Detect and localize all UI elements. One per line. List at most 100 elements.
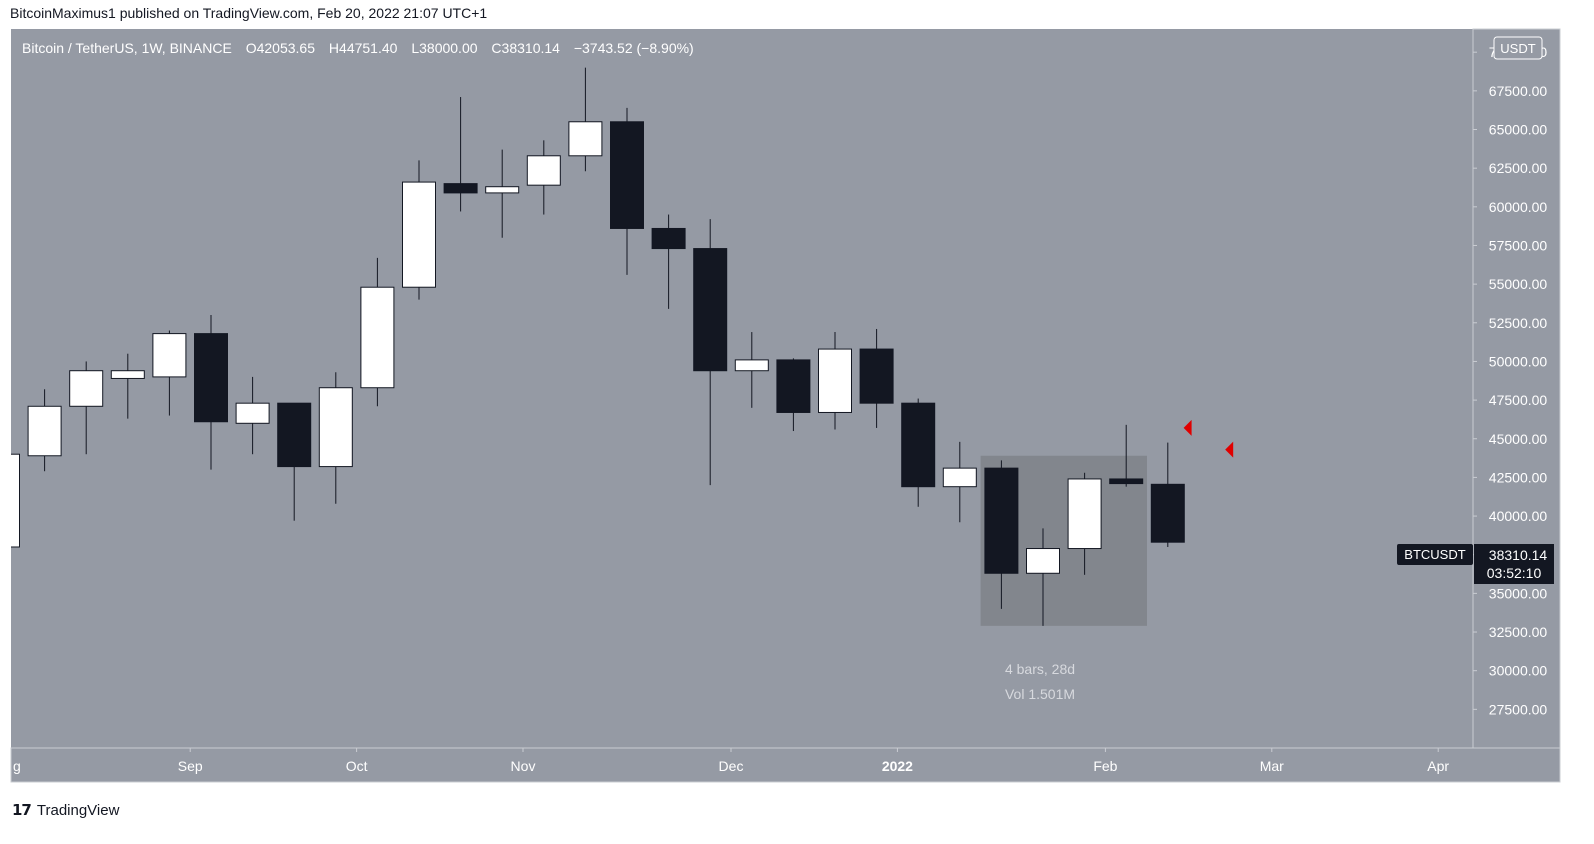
candle-body (110, 370, 145, 379)
price-tag-countdown: 03:52:10 (1487, 565, 1542, 581)
price-tick-label: 42500.00 (1489, 469, 1548, 485)
candle-body (651, 227, 686, 250)
price-tick-label: 55000.00 (1489, 276, 1548, 292)
candle[interactable] (651, 214, 686, 309)
tradingview-brand: TradingView (36, 801, 120, 819)
legend-low-value: 38000.00 (419, 40, 478, 56)
candle[interactable] (402, 160, 436, 300)
candle-body (277, 402, 312, 468)
candle-body (1150, 483, 1185, 543)
candle[interactable] (318, 372, 353, 504)
legend-high-value: 44751.40 (339, 40, 398, 56)
price-tag-value: 38310.14 (1489, 547, 1548, 563)
candle[interactable] (693, 219, 728, 486)
currency-badge-label: USDT (1500, 41, 1535, 56)
candle-body (818, 348, 852, 413)
candle-body (69, 370, 104, 407)
price-tick-label: 45000.00 (1489, 431, 1548, 447)
candle-body (901, 402, 936, 488)
time-tick-label: Sep (178, 758, 203, 774)
time-tick-label: Feb (1093, 758, 1117, 774)
candle[interactable] (443, 97, 478, 212)
candle-body (859, 348, 894, 404)
candle[interactable] (818, 332, 852, 430)
price-tick-label: 27500.00 (1489, 701, 1548, 717)
candle-body (1109, 478, 1144, 485)
candle-body (1067, 478, 1102, 550)
candle[interactable] (610, 107, 644, 275)
candle-body (526, 155, 561, 186)
candle[interactable] (235, 376, 270, 455)
candle[interactable] (859, 328, 894, 428)
candle[interactable] (69, 361, 104, 455)
ohlc-legend: Bitcoin / TetherUS, 1W, BINANCE O42053.6… (22, 40, 694, 56)
price-tick-label: 65000.00 (1489, 122, 1548, 138)
price-tick-label: 67500.00 (1489, 83, 1548, 99)
candle[interactable] (194, 315, 228, 470)
legend-low-label: L (411, 40, 419, 56)
candle[interactable] (27, 389, 62, 472)
candle-body (1026, 548, 1060, 574)
price-tick-label: 52500.00 (1489, 315, 1548, 331)
candle[interactable] (277, 402, 312, 521)
candle-body (318, 387, 353, 468)
price-tick-label: 62500.00 (1489, 160, 1548, 176)
legend-open-label: O (246, 40, 257, 56)
candle[interactable] (0, 443, 20, 557)
price-tick-label: 32500.00 (1489, 624, 1548, 640)
candle-body (776, 359, 811, 413)
legend-high-label: H (329, 40, 339, 56)
price-axis[interactable] (1472, 28, 1561, 749)
candle[interactable] (526, 140, 561, 215)
candle[interactable] (360, 257, 395, 407)
time-tick-label: g (13, 758, 21, 774)
candle-body (610, 121, 644, 229)
range-volume-label: Vol 1.501M (1005, 686, 1075, 702)
publisher-header: BitcoinMaximus1 published on TradingView… (10, 5, 488, 21)
price-tick-label: 40000.00 (1489, 508, 1548, 524)
candle-body (11, 453, 20, 548)
tradingview-logo: 17 (12, 801, 32, 819)
candle-body (734, 359, 769, 372)
candle[interactable] (984, 460, 1019, 609)
candle[interactable] (776, 358, 811, 432)
candle[interactable] (485, 149, 520, 238)
currency-badge[interactable]: USDT (1493, 36, 1543, 60)
candle-body (485, 186, 520, 194)
candle[interactable] (901, 398, 936, 507)
candle-body (194, 333, 228, 423)
range-bars-label: 4 bars, 28d (1005, 661, 1075, 677)
time-tick-label: Mar (1260, 758, 1284, 774)
candle-body (984, 467, 1019, 574)
candle[interactable] (1150, 442, 1185, 547)
legend-close-label: C (491, 40, 501, 56)
candle[interactable] (152, 330, 187, 416)
candle-body (235, 402, 270, 424)
legend-change: −3743.52 (−8.90%) (574, 40, 694, 56)
plot-area[interactable] (11, 29, 1473, 748)
candle[interactable] (1067, 472, 1102, 575)
candle[interactable] (568, 67, 603, 172)
time-axis[interactable] (10, 747, 1561, 783)
candle[interactable] (1109, 424, 1144, 487)
candle-body (360, 286, 395, 389)
last-price-tag: BTCUSDT 38310.14 03:52:10 (1397, 544, 1554, 584)
candle-body (942, 467, 977, 488)
candle-body (693, 248, 728, 372)
candle-body (568, 121, 603, 157)
price-tick-label: 47500.00 (1489, 392, 1548, 408)
time-tick-label: Nov (511, 758, 536, 774)
candle[interactable] (1026, 528, 1060, 626)
candle[interactable] (942, 441, 977, 523)
legend-symbol: Bitcoin / TetherUS, 1W, BINANCE (22, 40, 232, 56)
time-tick-label: 2022 (882, 758, 913, 774)
candle-body (443, 183, 478, 194)
time-tick-label: Dec (719, 758, 744, 774)
price-tag-symbol: BTCUSDT (1404, 547, 1465, 562)
red-arrow-marker (1225, 441, 1234, 458)
legend-open-value: 42053.65 (257, 40, 316, 56)
candle[interactable] (734, 332, 769, 408)
candle[interactable] (110, 353, 145, 419)
